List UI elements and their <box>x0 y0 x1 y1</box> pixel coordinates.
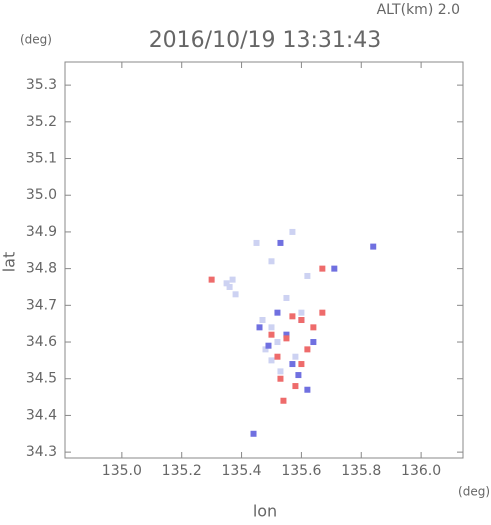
echo-cell <box>232 291 239 298</box>
echo-cell <box>292 353 299 360</box>
echo-cell <box>295 372 302 379</box>
y-tick-label: 35.1 <box>26 151 57 167</box>
echo-cell <box>268 331 275 338</box>
echo-cell <box>256 324 263 331</box>
chart-subtitle: ALT(km) 2.0 <box>377 2 460 18</box>
echo-cell <box>289 228 296 235</box>
echo-cell <box>304 346 311 353</box>
echo-cell <box>268 324 275 331</box>
y-tick-label: 34.3 <box>26 444 57 460</box>
y-tick-label: 34.4 <box>26 407 57 423</box>
echo-cell <box>265 342 272 349</box>
x-tick-label: 135.2 <box>162 463 202 479</box>
echo-cell <box>274 309 281 316</box>
echo-cell <box>310 339 317 346</box>
y-tick-label: 34.9 <box>26 224 57 240</box>
x-tick-label: 135.4 <box>222 463 262 479</box>
chart-title: 2016/10/19 13:31:43 <box>149 28 382 53</box>
echo-cell <box>277 239 284 246</box>
echo-cell <box>259 317 266 324</box>
echo-cell <box>274 353 281 360</box>
y-tick-label: 35.0 <box>26 187 57 203</box>
echo-cell <box>274 339 281 346</box>
x-tick-label: 135.0 <box>102 463 142 479</box>
x-tick-label: 136.0 <box>401 463 441 479</box>
echo-cell <box>283 335 290 342</box>
echo-cell <box>226 283 233 290</box>
echo-cell <box>280 397 287 404</box>
x-axis-label: lon <box>253 502 277 521</box>
echo-cell <box>223 280 230 287</box>
echo-cell <box>208 276 215 283</box>
echo-cell <box>268 357 275 364</box>
echo-cell <box>250 430 257 437</box>
plot-frame <box>64 61 464 459</box>
y-tick-label: 34.6 <box>26 334 57 350</box>
echo-cell <box>229 276 236 283</box>
y-tick-label: 34.8 <box>26 261 57 277</box>
echo-cell <box>319 309 326 316</box>
echo-cell <box>283 331 290 338</box>
echo-cell <box>292 383 299 390</box>
x-unit: (deg) <box>458 485 490 499</box>
echo-cell <box>289 313 296 320</box>
x-tick-label: 135.6 <box>281 463 321 479</box>
echo-cell <box>268 258 275 265</box>
echo-cell <box>319 265 326 272</box>
x-tick-label: 135.8 <box>341 463 381 479</box>
echo-cell <box>253 239 260 246</box>
y-unit: (deg) <box>20 33 52 47</box>
echo-cell <box>298 317 305 324</box>
echo-cell <box>298 361 305 368</box>
echo-cell <box>262 346 269 353</box>
echo-cell <box>304 272 311 279</box>
y-axis-label: lat <box>0 252 19 273</box>
echo-cell <box>283 294 290 301</box>
echo-cell <box>331 265 338 272</box>
echo-cell <box>277 368 284 375</box>
echo-cell <box>370 243 377 250</box>
echo-cell <box>298 309 305 316</box>
y-tick-label: 35.2 <box>26 114 57 130</box>
y-tick-label: 34.7 <box>26 297 57 313</box>
echo-cell <box>289 361 296 368</box>
echo-cell <box>277 375 284 382</box>
echo-cell <box>310 324 317 331</box>
echo-cell <box>304 386 311 393</box>
y-tick-label: 35.3 <box>26 77 57 93</box>
y-tick-label: 34.5 <box>26 371 57 387</box>
